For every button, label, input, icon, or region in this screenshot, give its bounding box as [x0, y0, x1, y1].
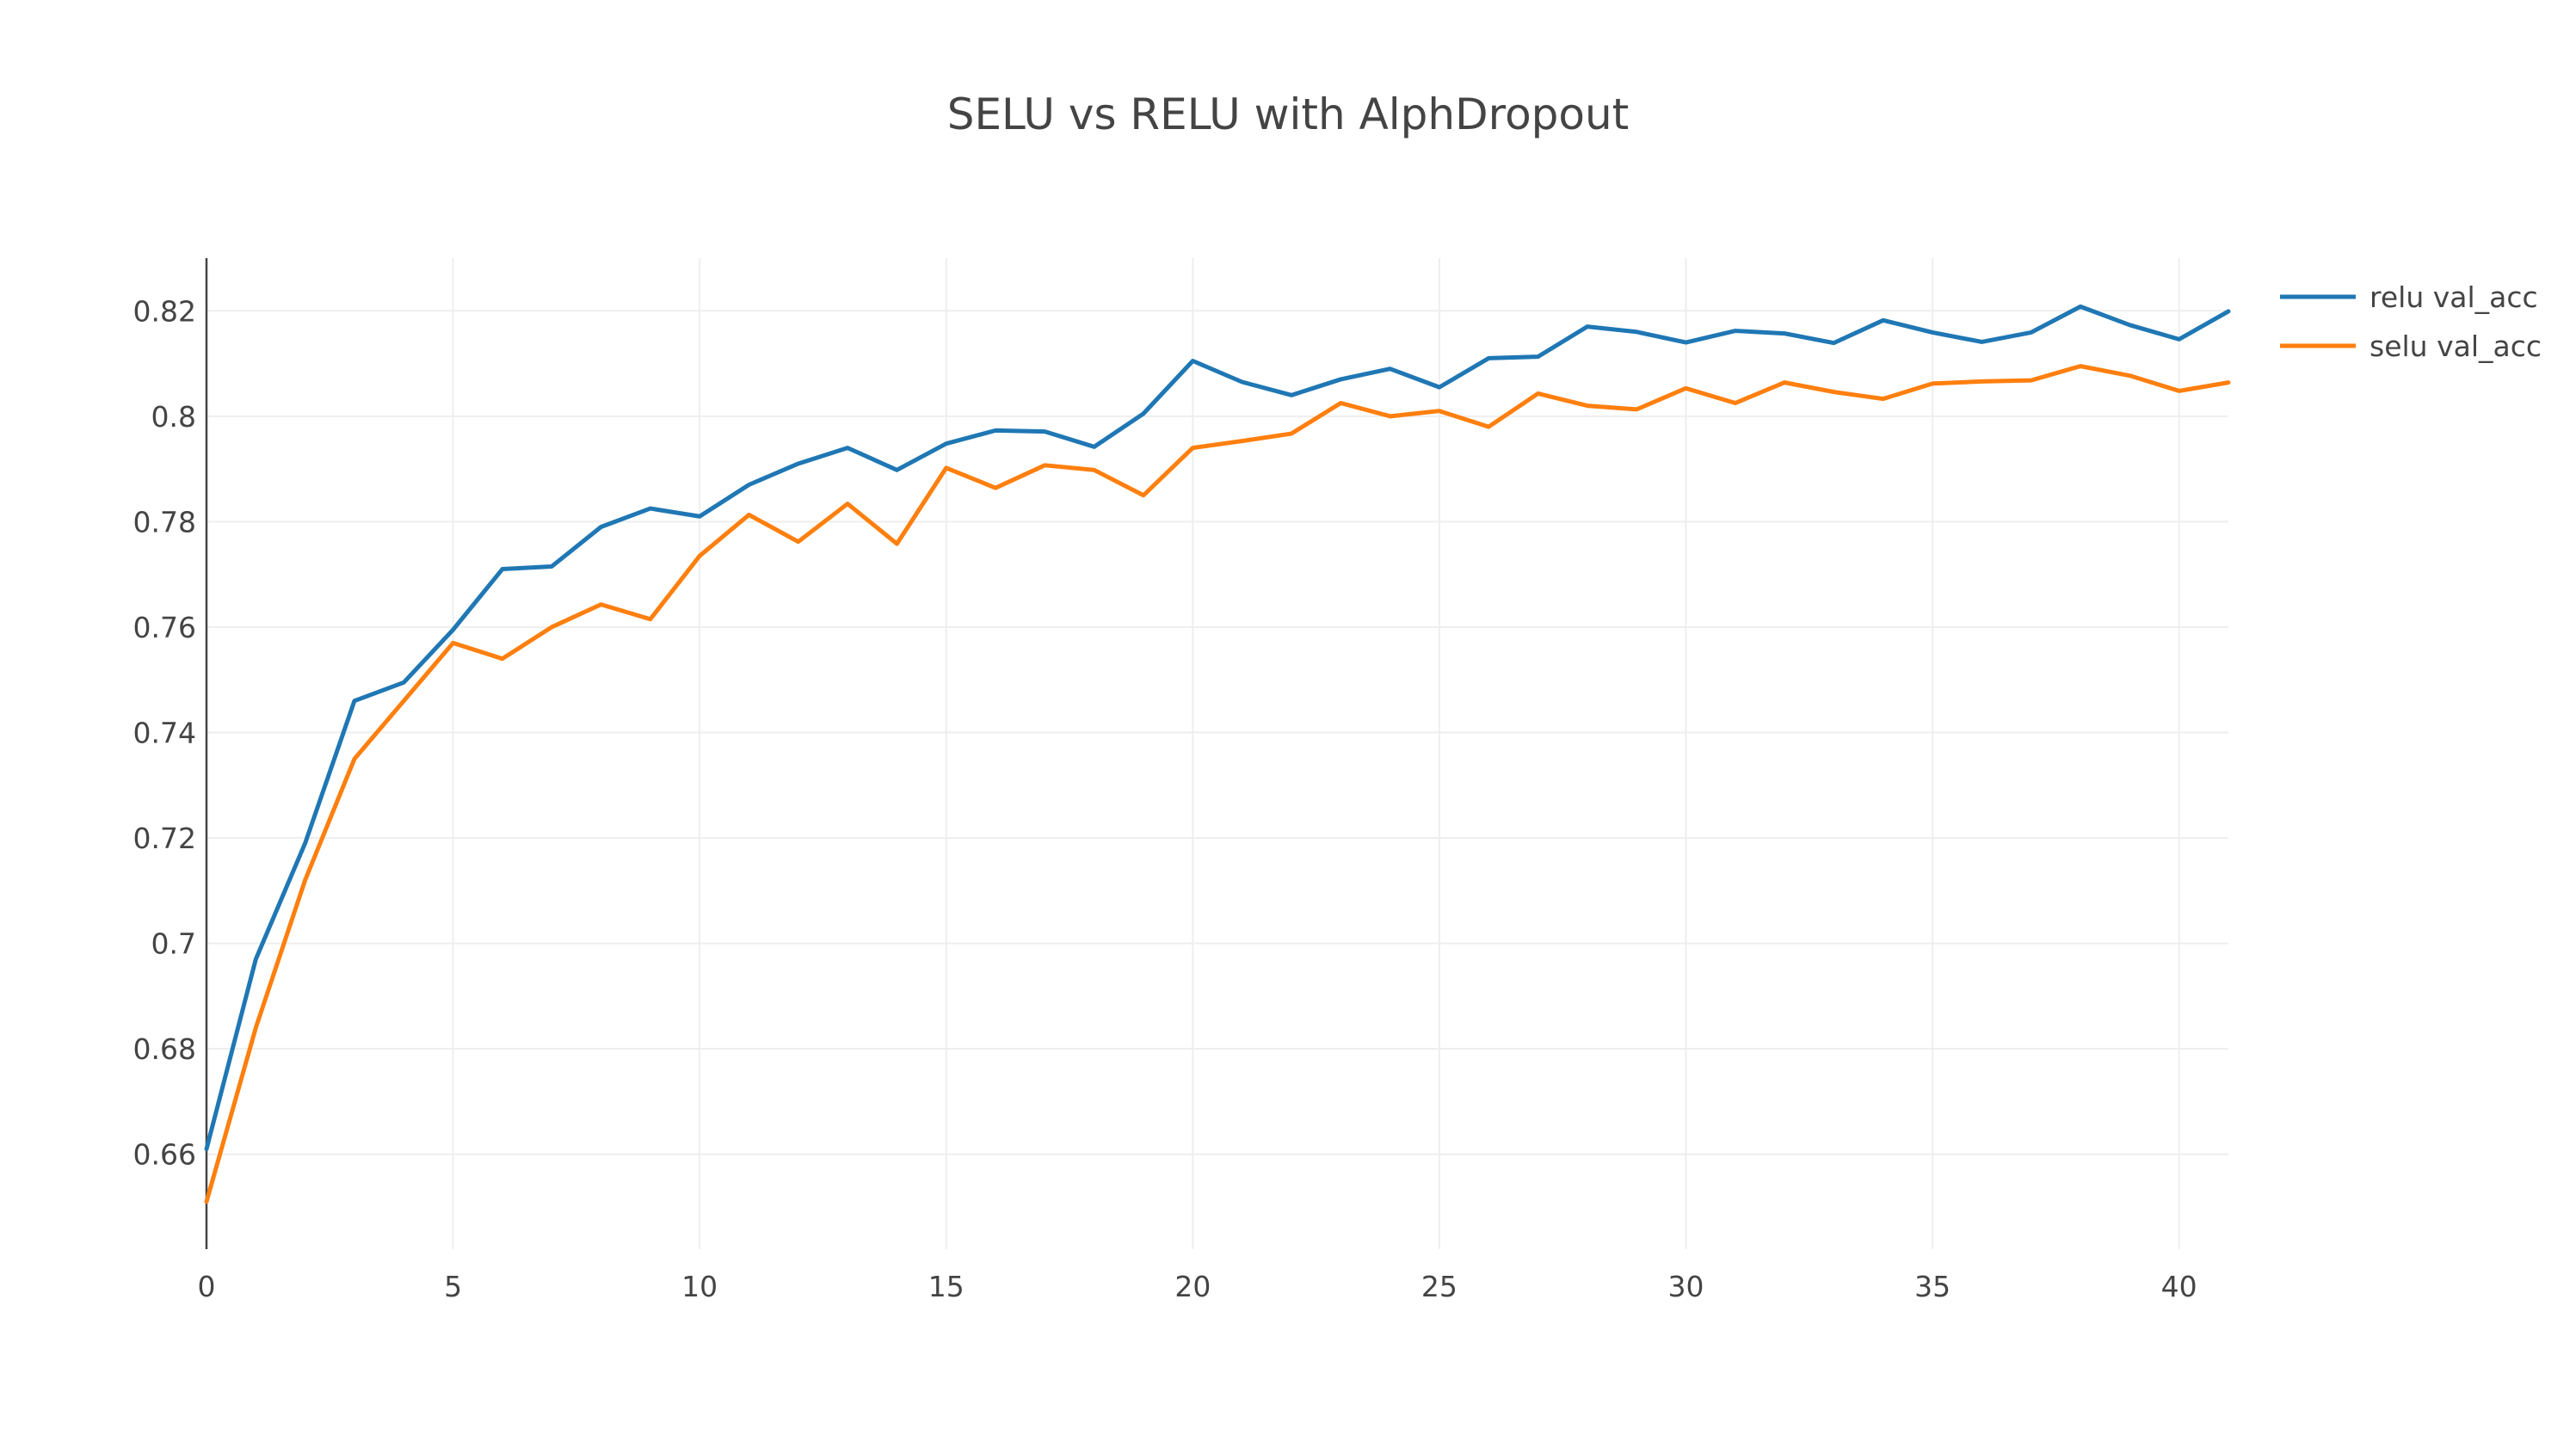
series-line-selu: [204, 364, 2231, 1204]
x-tick-label: 30: [1668, 1270, 1704, 1303]
x-tick-label: 10: [681, 1270, 718, 1303]
y-tick-label: 0.66: [133, 1138, 196, 1172]
y-tick-label: 0.8: [151, 400, 196, 434]
series-lines: [204, 304, 2231, 1204]
y-tick-label: 0.72: [133, 822, 196, 855]
x-tick-label: 40: [2161, 1270, 2197, 1303]
y-tick-label: 0.7: [151, 927, 196, 961]
chart-title: SELU vs RELU with AlphDropout: [947, 89, 1630, 139]
legend-item[interactable]: relu val_acc: [2280, 280, 2538, 314]
legend-label: relu val_acc: [2370, 280, 2538, 314]
x-tick-label: 0: [198, 1270, 216, 1303]
y-tick-label: 0.68: [133, 1032, 196, 1066]
axes: 0 5 10 15 20 25 30 35 40 0.66 0.68 0.7 0.72 0.74 0.76 0…: [133, 258, 2197, 1303]
y-tick-label: 0.82: [133, 294, 196, 328]
x-tick-label: 15: [928, 1270, 964, 1303]
x-tick-label: 35: [1914, 1270, 1950, 1303]
y-tick-label: 0.76: [133, 611, 196, 644]
legend-label: selu val_acc: [2370, 329, 2542, 363]
series-points: [206, 306, 2228, 1201]
legend-item[interactable]: selu val_acc: [2280, 329, 2542, 363]
y-tick-label: 0.74: [133, 716, 196, 749]
x-tick-label: 20: [1174, 1270, 1211, 1303]
y-tick-label: 0.78: [133, 505, 196, 539]
x-tick-label: 25: [1421, 1270, 1457, 1303]
grid: [206, 258, 2228, 1249]
series-line-relu: [204, 304, 2231, 1152]
x-tick-label: 5: [444, 1270, 462, 1303]
